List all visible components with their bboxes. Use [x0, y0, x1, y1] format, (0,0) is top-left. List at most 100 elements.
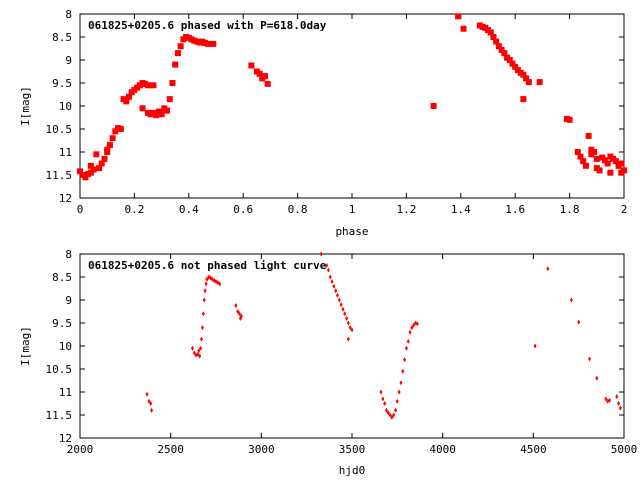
- phased-data-point: [506, 57, 513, 63]
- phased-data-point: [525, 79, 532, 86]
- unphased-data-point: [325, 263, 329, 268]
- phased-x-tick-label: 1.2: [396, 203, 416, 216]
- unphased-data-point: [588, 356, 592, 362]
- unphased-data-point: [415, 321, 419, 327]
- phased-y-tick-label: 10: [59, 100, 72, 113]
- phased-data-point: [501, 50, 508, 57]
- phased-light-curve-chart: 061825+0205.6 phased with P=618.0day pha…: [19, 8, 627, 238]
- unphased-data-point: [618, 405, 622, 411]
- phased-data-point: [248, 62, 255, 69]
- phased-data-point: [98, 160, 105, 167]
- unphased-data-point: [346, 320, 350, 326]
- unphased-y-tick-label: 11: [59, 386, 72, 399]
- unphased-data-point: [199, 336, 203, 342]
- phased-data-point: [172, 61, 179, 68]
- unphased-data-point: [406, 338, 410, 344]
- unphased-data-point: [379, 389, 383, 395]
- unphased-data-point: [330, 279, 334, 285]
- phased-data-point: [490, 34, 497, 40]
- phased-x-tick-label: 1.4: [451, 203, 471, 216]
- unphased-data-point: [334, 288, 338, 294]
- unphased-y-axis-label: I[mag]: [19, 326, 32, 366]
- unphased-x-tick-label: 4000: [429, 443, 456, 456]
- phased-data-point: [125, 93, 132, 100]
- phased-data-point: [104, 146, 111, 153]
- unphased-plot-frame: [79, 253, 625, 439]
- unphased-data-point: [395, 398, 399, 404]
- phased-data-point: [96, 165, 103, 172]
- unphased-data-point: [192, 350, 196, 356]
- phased-data-point: [523, 75, 530, 82]
- unphased-light-curve-chart: 061825+0205.6 not phased light curve hjd…: [19, 248, 637, 477]
- phased-data-point: [174, 50, 181, 57]
- phased-data-point: [618, 160, 625, 167]
- unphased-y-tick-label: 10: [59, 340, 72, 353]
- unphased-data-point: [388, 412, 392, 418]
- unphased-data-point: [604, 396, 608, 402]
- phased-data-point: [498, 46, 505, 53]
- unphased-data-point: [401, 368, 405, 374]
- phased-y-axis-label: I[mag]: [19, 86, 32, 126]
- phased-data-point: [87, 162, 94, 169]
- phased-data-point: [87, 169, 94, 176]
- unphased-data-point: [410, 325, 414, 331]
- phased-y-tick-label: 11: [59, 146, 72, 159]
- unphased-y-ticks: 8 8.5 9 9.5 10 10.5 11 11.5 12: [46, 248, 624, 445]
- unphased-y-tick-label: 10.5: [46, 363, 73, 376]
- phased-data-point: [264, 80, 271, 87]
- unphased-data-point: [147, 398, 151, 404]
- unphased-data-point: [615, 394, 619, 400]
- unphased-data-point: [200, 325, 204, 331]
- phased-data-point: [577, 153, 584, 160]
- phased-data-point: [585, 132, 592, 139]
- unphased-data-point: [343, 311, 347, 317]
- phased-data-point: [109, 135, 116, 142]
- phased-data-point: [455, 13, 462, 20]
- unphased-x-ticks: 2000 2500 3000 3500 4000 4500 5000: [67, 254, 637, 456]
- phased-data-point: [582, 162, 589, 169]
- phased-data-point: [495, 43, 502, 50]
- phased-x-ticks: 0 0.2 0.4 0.6 0.8 1 1.2 1.4 1.6 1.8 2: [77, 14, 627, 216]
- unphased-y-tick-label: 9.5: [52, 317, 72, 330]
- phased-y-tick-label: 11.5: [46, 169, 73, 182]
- phased-data-point: [604, 160, 611, 167]
- phased-data-point: [169, 80, 176, 86]
- unphased-y-tick-label: 11.5: [46, 409, 73, 422]
- unphased-data-point: [381, 396, 385, 402]
- phased-data-point: [210, 40, 217, 47]
- phased-data-point: [601, 157, 608, 164]
- unphased-x-tick-label: 4500: [520, 443, 547, 456]
- phased-data-point: [493, 38, 500, 45]
- phased-data-point: [520, 71, 527, 78]
- unphased-data-point: [326, 267, 330, 273]
- unphased-data-point: [569, 297, 573, 303]
- phased-data-point: [164, 107, 171, 114]
- phased-data-point: [460, 25, 467, 32]
- unphased-data-point: [403, 357, 407, 363]
- unphased-data-point: [319, 251, 323, 257]
- unphased-data-point: [204, 281, 208, 287]
- unphased-chart-title: 061825+0205.6 not phased light curve: [88, 259, 327, 272]
- unphased-data-point: [390, 414, 394, 420]
- phased-data-point: [177, 43, 184, 50]
- phased-data-point: [93, 151, 100, 158]
- phased-data-point: [574, 149, 581, 155]
- unphased-data-point: [203, 288, 207, 294]
- unphased-data-point: [339, 302, 343, 308]
- phased-data-point: [612, 158, 619, 165]
- unphased-data-point: [199, 345, 203, 351]
- phased-data-point: [593, 155, 600, 162]
- phased-data-point: [607, 169, 614, 176]
- phased-x-tick-label: 1.6: [505, 203, 525, 216]
- phased-y-tick-label: 9: [65, 54, 72, 67]
- unphased-data-point: [341, 306, 345, 312]
- unphased-data-point: [328, 274, 332, 280]
- phased-y-tick-label: 12: [59, 192, 72, 205]
- unphased-x-tick-label: 3500: [339, 443, 366, 456]
- unphased-data-point: [346, 336, 350, 342]
- unphased-data-point: [412, 322, 416, 328]
- unphased-data-point: [201, 311, 205, 317]
- phased-y-tick-label: 9.5: [52, 77, 72, 90]
- phased-data-point: [150, 82, 157, 89]
- phased-data-point: [158, 111, 165, 118]
